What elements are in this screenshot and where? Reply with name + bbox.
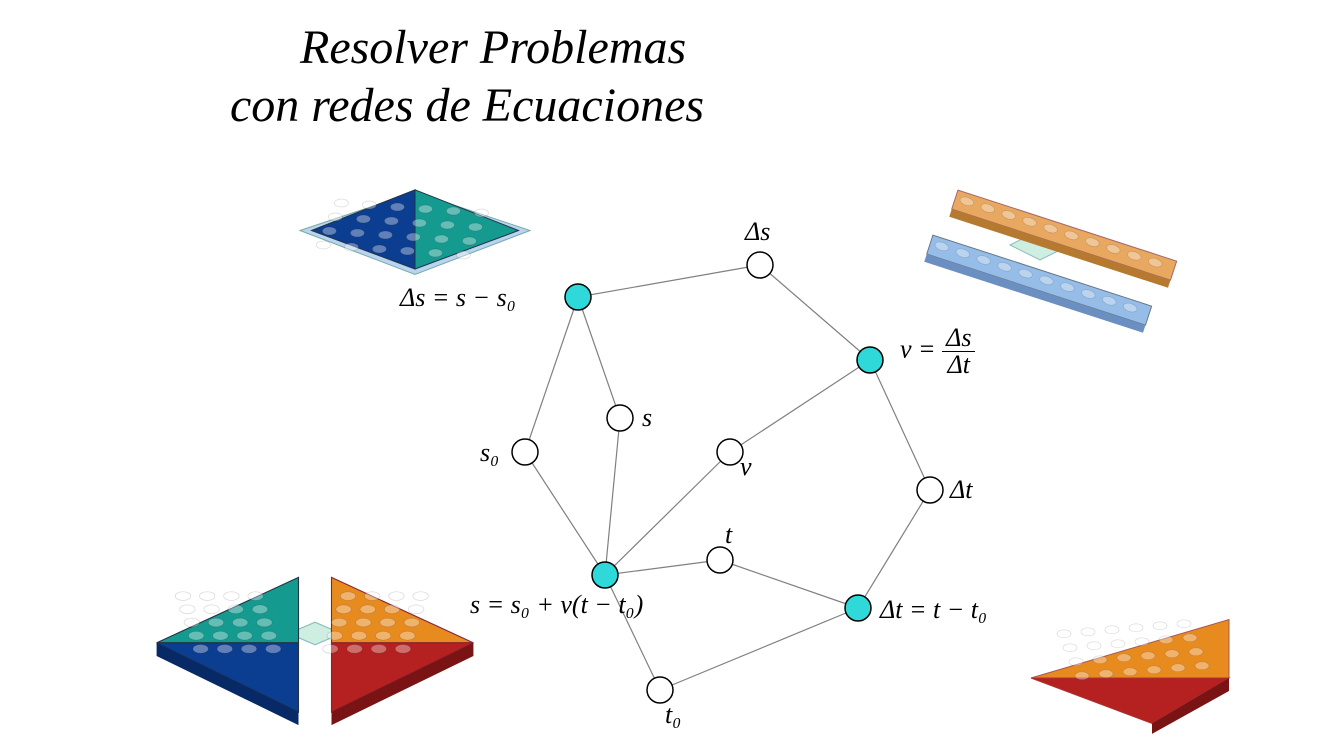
- brick-bottom-right: [1031, 620, 1229, 734]
- edge: [858, 490, 930, 608]
- edge: [578, 297, 620, 418]
- equation-label-v: v = ΔsΔt: [900, 325, 975, 378]
- network-nodes: [512, 252, 943, 703]
- edge: [760, 265, 870, 360]
- variable-label-t: t: [725, 520, 732, 550]
- variable-node-s: [607, 405, 633, 431]
- edge: [525, 452, 605, 575]
- edge: [578, 265, 760, 297]
- edge: [605, 560, 720, 575]
- equation-node-dt_eq: [845, 595, 871, 621]
- variable-node-dt: [917, 477, 943, 503]
- variable-label-t0: t₀: [665, 700, 681, 730]
- equation-node-s_eq: [592, 562, 618, 588]
- network-edges: [525, 265, 930, 690]
- edge: [870, 360, 930, 490]
- variable-label-dt: Δt: [950, 475, 972, 505]
- equation-label-dt_eq: Δt = t − t₀: [880, 595, 987, 625]
- equation-node-ds_eq: [565, 284, 591, 310]
- edge: [525, 297, 578, 452]
- edge: [660, 608, 858, 690]
- equation-node-v_eq: [857, 347, 883, 373]
- variable-node-ds: [747, 252, 773, 278]
- brick-top-left: [300, 190, 530, 275]
- variable-label-v: v: [740, 452, 752, 482]
- edge: [730, 360, 870, 452]
- variable-label-ds: Δs: [745, 217, 770, 247]
- equation-label-s_eq: s = s₀ + v(t − t₀): [470, 590, 643, 620]
- brick-bottom-left: [157, 577, 474, 725]
- diagram-canvas: [0, 0, 1333, 750]
- variable-label-s0: s₀: [480, 438, 499, 468]
- brick-top-right: [924, 190, 1176, 333]
- variable-node-t: [707, 547, 733, 573]
- variable-label-s: s: [642, 403, 652, 433]
- edge: [720, 560, 858, 608]
- variable-node-s0: [512, 439, 538, 465]
- edge: [605, 418, 620, 575]
- equation-label-ds_eq: Δs = s − s₀: [400, 283, 516, 313]
